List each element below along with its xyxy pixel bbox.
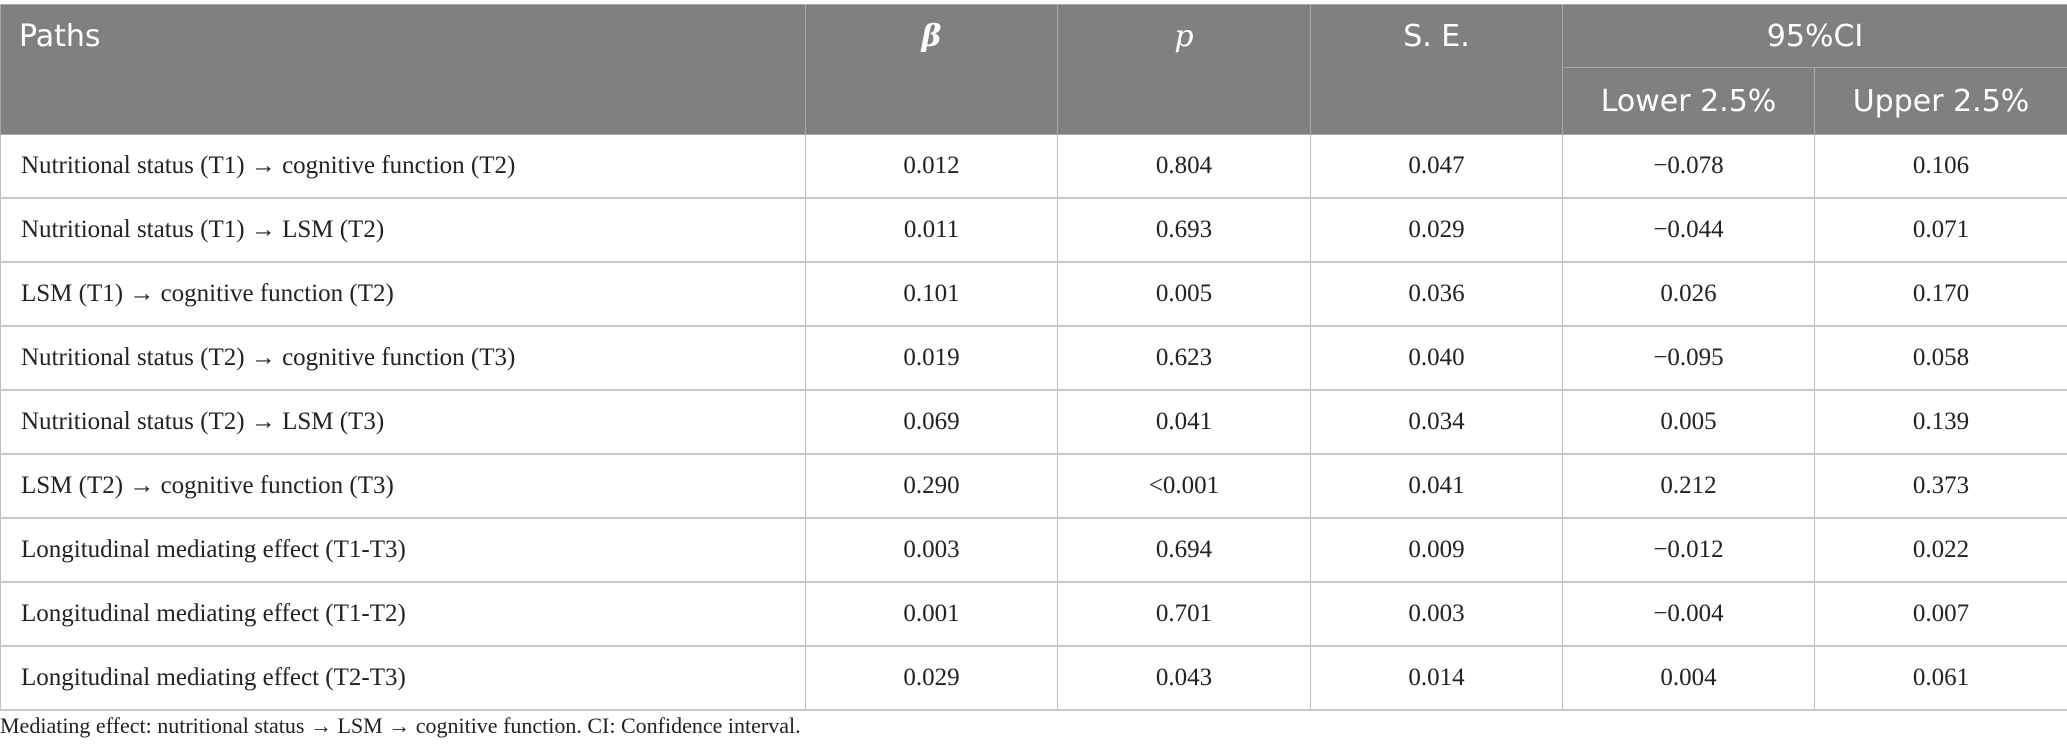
cell-beta: 0.069 <box>805 389 1058 455</box>
table-row: Nutritional status (T2) → LSM (T3) 0.069 0… <box>0 389 2067 455</box>
cell-upper: 0.061 <box>1813 645 2067 711</box>
table-row: Longitudinal mediating effect (T1-T2) 0.0… <box>0 581 2067 647</box>
cell-upper: 0.373 <box>1813 453 2067 519</box>
cell-upper: 0.071 <box>1813 197 2067 263</box>
cell-upper: 0.170 <box>1813 261 2067 327</box>
cell-path: Longitudinal mediating effect (T2-T3) <box>0 645 806 711</box>
cell-lower: 0.005 <box>1562 389 1815 455</box>
table-row: Nutritional status (T1) → cognitive func… <box>0 134 2067 199</box>
results-table: Paths β p S. E. 95%CI Lower 2.5% Upper 2… <box>0 4 2067 711</box>
cell-lower: −0.095 <box>1562 325 1815 391</box>
cell-lower: −0.044 <box>1562 197 1815 263</box>
cell-path: Longitudinal mediating effect (T1-T2) <box>0 581 806 647</box>
cell-lower: −0.078 <box>1562 134 1815 199</box>
cell-se: 0.003 <box>1310 581 1563 647</box>
cell-beta: 0.101 <box>805 261 1058 327</box>
cell-se: 0.036 <box>1310 261 1563 327</box>
cell-path: Longitudinal mediating effect (T1-T3) <box>0 517 806 583</box>
table-row: LSM (T2) → cognitive function (T3) 0.290 <… <box>0 453 2067 519</box>
cell-lower: 0.212 <box>1562 453 1815 519</box>
cell-path: Nutritional status (T2) → LSM (T3) <box>0 389 806 455</box>
table-footnote: Mediating effect: nutritional status → L… <box>0 713 801 738</box>
header-upper: Upper 2.5% <box>1813 67 2067 135</box>
table-row: Longitudinal mediating effect (T2-T3) 0.0… <box>0 645 2067 711</box>
cell-upper: 0.106 <box>1813 134 2067 199</box>
cell-se: 0.029 <box>1310 197 1563 263</box>
cell-p: 0.043 <box>1057 645 1311 711</box>
cell-path: LSM (T2) → cognitive function (T3) <box>0 453 806 519</box>
cell-se: 0.009 <box>1310 517 1563 583</box>
cell-beta: 0.290 <box>805 453 1058 519</box>
cell-path: Nutritional status (T2) → cognitive func… <box>0 325 806 391</box>
cell-p: 0.804 <box>1057 134 1311 199</box>
header-ci: 95%CI <box>1561 4 2067 68</box>
cell-upper: 0.058 <box>1813 325 2067 391</box>
header-p: p <box>1057 4 1311 135</box>
header-beta: β <box>805 4 1058 135</box>
cell-p: <0.001 <box>1057 453 1311 519</box>
cell-lower: −0.004 <box>1562 581 1815 647</box>
cell-p: 0.623 <box>1057 325 1311 391</box>
table-row: Nutritional status (T1) → LSM (T2) 0.011 0… <box>0 197 2067 263</box>
cell-p: 0.701 <box>1057 581 1311 647</box>
cell-p: 0.694 <box>1057 517 1311 583</box>
cell-path: LSM (T1) → cognitive function (T2) <box>0 261 806 327</box>
cell-beta: 0.011 <box>805 197 1058 263</box>
table-row: Longitudinal mediating effect (T1-T3) 0.0… <box>0 517 2067 583</box>
cell-se: 0.034 <box>1310 389 1563 455</box>
cell-lower: 0.004 <box>1562 645 1815 711</box>
header-lower: Lower 2.5% <box>1562 67 1815 135</box>
cell-upper: 0.022 <box>1813 517 2067 583</box>
header-paths: Paths <box>0 4 806 135</box>
table-row: Nutritional status (T2) → cognitive func… <box>0 325 2067 391</box>
cell-beta: 0.019 <box>805 325 1058 391</box>
cell-p: 0.041 <box>1057 389 1311 455</box>
cell-p: 0.693 <box>1057 197 1311 263</box>
cell-se: 0.014 <box>1310 645 1563 711</box>
cell-path: Nutritional status (T1) → cognitive func… <box>0 134 806 199</box>
table-row: LSM (T1) → cognitive function (T2) 0.101 0… <box>0 261 2067 327</box>
cell-se: 0.040 <box>1310 325 1563 391</box>
cell-beta: 0.003 <box>805 517 1058 583</box>
cell-lower: −0.012 <box>1562 517 1815 583</box>
cell-path: Nutritional status (T1) → LSM (T2) <box>0 197 806 263</box>
cell-se: 0.041 <box>1310 453 1563 519</box>
cell-beta: 0.029 <box>805 645 1058 711</box>
cell-upper: 0.139 <box>1813 389 2067 455</box>
header-se: S. E. <box>1310 4 1563 135</box>
cell-lower: 0.026 <box>1562 261 1815 327</box>
cell-upper: 0.007 <box>1813 581 2067 647</box>
cell-p: 0.005 <box>1057 261 1311 327</box>
cell-beta: 0.012 <box>805 134 1058 199</box>
cell-beta: 0.001 <box>805 581 1058 647</box>
cell-se: 0.047 <box>1310 134 1563 199</box>
